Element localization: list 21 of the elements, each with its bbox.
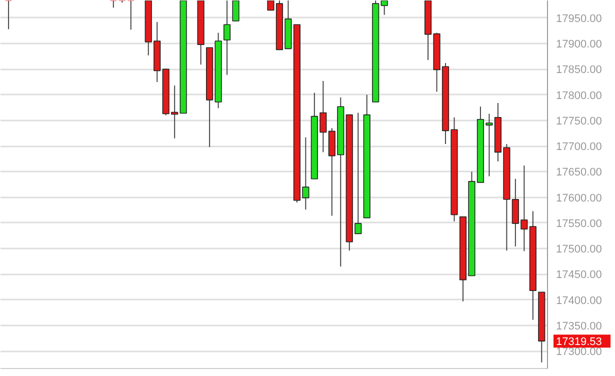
y-tick-label: 17650.00 <box>556 166 602 179</box>
y-tick-label: 17550.00 <box>556 218 602 230</box>
candlestick <box>4 0 12 30</box>
y-tick-label: 17900.00 <box>556 38 602 51</box>
y-tick-label: 17800.00 <box>556 90 602 102</box>
y-tick-label: 17600.00 <box>556 192 602 204</box>
text: 17319.53 <box>556 336 602 348</box>
y-tick-label: 17350.00 <box>556 320 602 332</box>
y-tick-label: 17500.00 <box>556 244 602 256</box>
candlestick <box>380 0 388 16</box>
y-tick-label: 17450.00 <box>556 269 602 282</box>
candlestick <box>232 0 240 22</box>
y-tick-label: 17300.00 <box>556 346 602 358</box>
y-tick-label: 17950.00 <box>556 12 602 25</box>
candlestick <box>127 0 134 30</box>
candlestick <box>223 0 231 76</box>
y-tick-label: 17700.00 <box>556 141 602 154</box>
y-tick-label: 17850.00 <box>556 64 602 76</box>
y-tick-label: 17750.00 <box>556 115 602 128</box>
y-tick-label: 17400.00 <box>556 294 602 307</box>
candlestick <box>110 0 117 8</box>
